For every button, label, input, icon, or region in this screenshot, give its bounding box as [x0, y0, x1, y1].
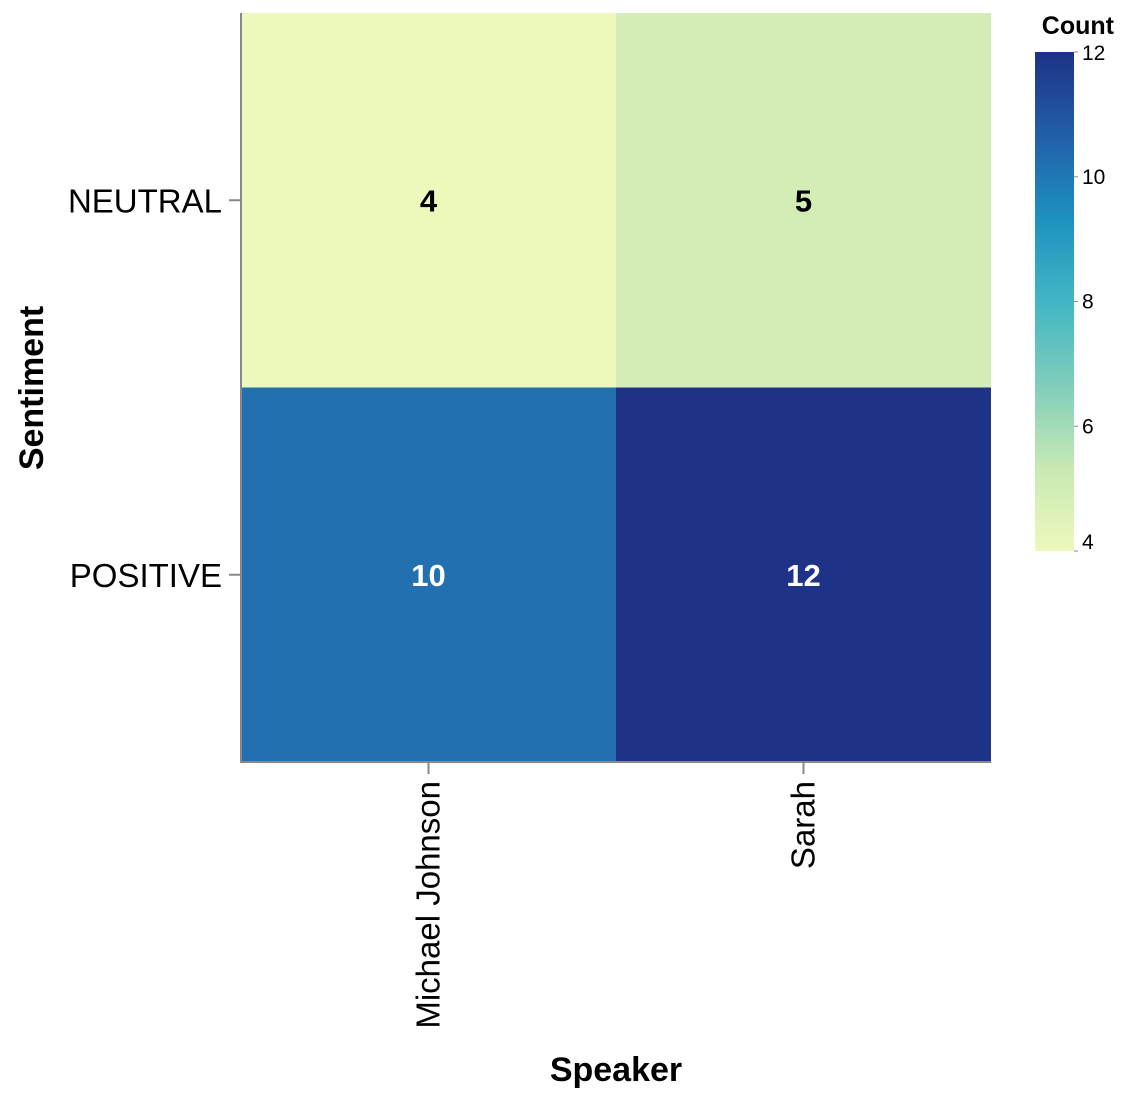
legend-title: Count: [1042, 12, 1115, 40]
legend-tick-label: 8: [1082, 291, 1094, 314]
heatmap-cell-sarah-neutral: [616, 13, 991, 388]
legend-color-ramp: [1035, 52, 1074, 551]
y-tick-label: NEUTRAL: [68, 182, 222, 219]
x-tick-label: Michael Johnson: [410, 781, 447, 1029]
legend-tick-label: 10: [1082, 166, 1105, 189]
heatmap-cell-sarah-positive: [616, 387, 991, 762]
color-legend: Count 4 6 8 10 12: [1035, 12, 1115, 554]
x-tick-label: Sarah: [785, 781, 822, 869]
legend-tick-label: 6: [1082, 415, 1094, 438]
legend-tick-label: 12: [1082, 42, 1105, 65]
x-axis-title: Speaker: [550, 1051, 682, 1089]
heatmap-cells: [241, 13, 991, 762]
y-tick-label: POSITIVE: [70, 557, 222, 594]
heatmap-cell-michael-johnson-neutral: [241, 13, 616, 388]
heatmap-cell-michael-johnson-positive: [241, 387, 616, 762]
y-axis-title: Sentiment: [13, 306, 51, 470]
axes: [240, 13, 991, 763]
cell-value-label: 5: [795, 183, 812, 218]
cell-value-label: 10: [411, 558, 445, 593]
cell-value-label: 12: [786, 558, 820, 593]
x-axis-ticks: Michael Johnson Sarah: [410, 762, 822, 1029]
cell-value-label: 4: [420, 183, 438, 218]
legend-tick-label: 4: [1082, 531, 1094, 554]
heatmap-cell-labels: 4 5 10 12: [411, 183, 820, 593]
y-axis-ticks: NEUTRAL POSITIVE: [68, 182, 241, 594]
legend-ticks: 4 6 8 10 12: [1074, 42, 1105, 554]
